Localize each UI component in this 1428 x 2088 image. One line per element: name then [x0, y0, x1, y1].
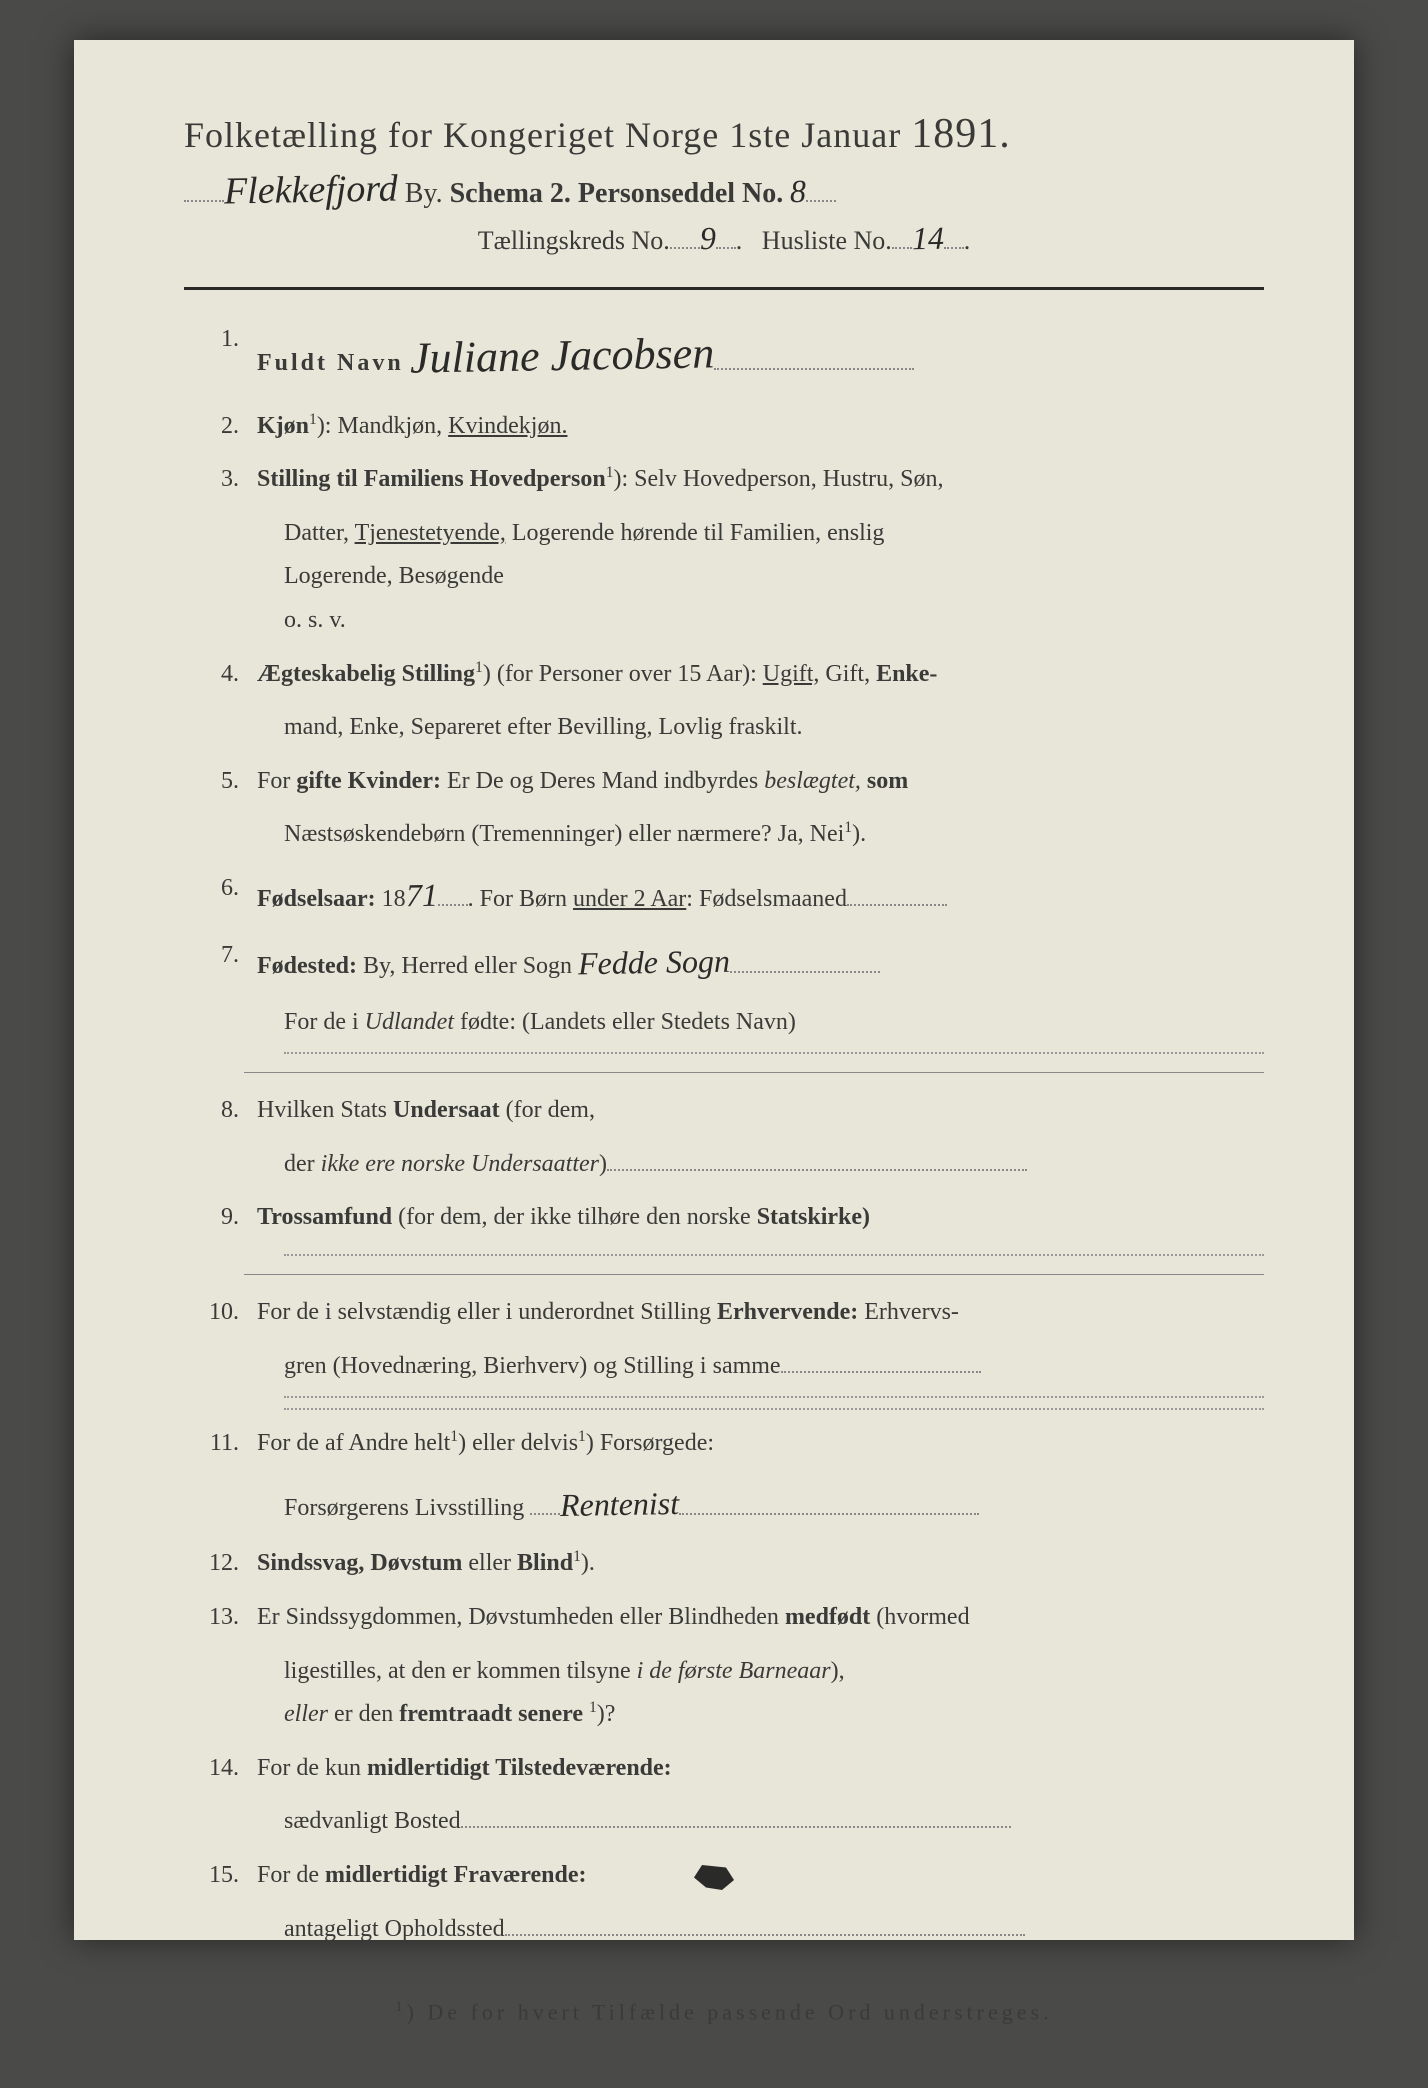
- q4-num: 4.: [184, 655, 257, 695]
- q13-line2: ligestilles, at den er kommen tilsyne i …: [184, 1652, 1264, 1692]
- q11: 11. For de af Andre helt1) eller delvis1…: [184, 1424, 1264, 1464]
- q7-line2: For de i Udlandet fødte: (Landets eller …: [184, 1003, 1264, 1043]
- q3-num: 3.: [184, 460, 257, 500]
- schema-label: Schema 2.: [450, 178, 571, 209]
- q14: 14. For de kun midlertidigt Tilstedevære…: [184, 1749, 1264, 1789]
- husliste-no: 14: [911, 220, 944, 258]
- q2-selected: Kvindekjøn.: [448, 413, 567, 439]
- q6-year: 71: [405, 869, 438, 922]
- q9-label: Trossamfund: [257, 1204, 392, 1230]
- q12-label: Sindssvag, Døvstum: [257, 1550, 462, 1576]
- q3-line3: Logerende, Besøgende: [184, 557, 1264, 597]
- q14-line2: sædvanligt Bosted: [184, 1802, 1264, 1842]
- q4-boldend: Enke-: [876, 661, 937, 687]
- q14-label: midlertidigt Tilstedeværende:: [367, 1755, 672, 1781]
- title-text: Folketælling for Kongeriget Norge 1ste J…: [184, 115, 901, 155]
- personseddel-label: Personseddel No.: [578, 178, 783, 209]
- header-line1: Flekkefjord By. Schema 2. Personseddel N…: [184, 168, 1264, 212]
- q7-num: 7.: [184, 936, 257, 989]
- q10-num: 10.: [184, 1293, 257, 1333]
- q13-label: medfødt: [785, 1604, 870, 1630]
- personseddel-no: 8: [790, 173, 807, 210]
- q15-label: midlertidigt Fraværende:: [325, 1862, 587, 1888]
- q15-num: 15.: [184, 1856, 257, 1896]
- q9: 9. Trossamfund (for dem, der ikke tilhør…: [184, 1198, 1264, 1238]
- kreds-no: 9: [699, 220, 716, 257]
- q4-label: Ægteskabelig Stilling: [257, 661, 475, 687]
- q10-blank2: [284, 1406, 1264, 1410]
- by-label: By.: [405, 178, 443, 209]
- footnote: 1) De for hvert Tilfælde passende Ord un…: [184, 1999, 1264, 2025]
- q1: 1. Fuldt Navn Juliane Jacobsen: [184, 320, 1264, 393]
- q14-num: 14.: [184, 1749, 257, 1789]
- section-gap-2: [244, 1274, 1264, 1275]
- q5-line2: Næstsøskendebørn (Tremenninger) eller næ…: [184, 815, 1264, 855]
- section-gap-1: [244, 1072, 1264, 1073]
- q5-label: gifte Kvinder:: [296, 768, 441, 794]
- q2-options: ): Mandkjøn,: [317, 413, 448, 439]
- q8-label: Undersaat: [393, 1097, 500, 1123]
- q5: 5. For gifte Kvinder: Er De og Deres Man…: [184, 762, 1264, 802]
- header-line2: Tællingskreds No.9. Husliste No.14.: [184, 220, 1264, 257]
- census-form-page: Folketælling for Kongeriget Norge 1ste J…: [74, 40, 1354, 1940]
- q3-label: Stilling til Familiens Hovedperson: [257, 466, 606, 492]
- q8: 8. Hvilken Stats Undersaat (for dem,: [184, 1091, 1264, 1131]
- q7: 7. Fødested: By, Herred eller Sogn Fedde…: [184, 936, 1264, 989]
- q3-sup: 1: [606, 464, 614, 481]
- q11-value: Rentenist: [560, 1477, 680, 1532]
- q9-blank: [284, 1252, 1264, 1256]
- q11-label: ) Forsørgede:: [586, 1430, 714, 1456]
- q3-selected: Tjenestetyende,: [355, 520, 506, 546]
- q1-value: Juliane Jacobsen: [409, 317, 714, 395]
- q4-selected: Ugift,: [763, 661, 820, 687]
- q1-label: Fuldt Navn: [257, 350, 404, 376]
- city-handwritten: Flekkefjord: [224, 166, 398, 213]
- q3-line1: ): Selv Hovedperson, Hustru, Søn,: [614, 466, 944, 492]
- q12: 12. Sindssvag, Døvstum eller Blind1).: [184, 1544, 1264, 1584]
- q8-line2: der ikke ere norske Undersaatter): [184, 1145, 1264, 1185]
- q6-num: 6.: [184, 869, 257, 922]
- q7-blank: [284, 1050, 1264, 1054]
- q3-line4: o. s. v.: [184, 601, 1264, 641]
- q3-line2: Datter, Tjenestetyende, Logerende hørend…: [184, 514, 1264, 554]
- q6-label: Fødselsaar:: [257, 886, 376, 912]
- divider-top: [184, 287, 1264, 290]
- husliste-label: Husliste No.: [762, 226, 892, 255]
- q9-num: 9.: [184, 1198, 257, 1238]
- q13-num: 13.: [184, 1598, 257, 1638]
- q4: 4. Ægteskabelig Stilling1) (for Personer…: [184, 655, 1264, 695]
- q11-line2: Forsørgerens Livsstilling Rentenist: [184, 1478, 1264, 1531]
- q3: 3. Stilling til Familiens Hovedperson1):…: [184, 460, 1264, 500]
- q15-line2: antageligt Opholdssted: [184, 1910, 1264, 1950]
- kreds-label: Tællingskreds No.: [478, 226, 670, 255]
- q2-label: Kjøn: [257, 413, 309, 439]
- q12-num: 12.: [184, 1544, 257, 1584]
- title-year: 1891.: [911, 111, 1011, 157]
- q2: 2. Kjøn1): Mandkjøn, Kvindekjøn.: [184, 407, 1264, 447]
- q5-num: 5.: [184, 762, 257, 802]
- q7-label: Fødested:: [257, 953, 357, 979]
- q10: 10. For de i selvstændig eller i underor…: [184, 1293, 1264, 1333]
- q10-blank1: [284, 1394, 1264, 1398]
- q13-line3: eller er den fremtraadt senere 1)?: [184, 1695, 1264, 1735]
- q13: 13. Er Sindssygdommen, Døvstumheden elle…: [184, 1598, 1264, 1638]
- q11-num: 11.: [184, 1424, 257, 1464]
- q4-rest: Gift,: [819, 661, 876, 687]
- q10-label: Erhvervende:: [717, 1299, 858, 1325]
- q8-num: 8.: [184, 1091, 257, 1131]
- q4-sup: 1: [475, 659, 483, 676]
- header-title: Folketælling for Kongeriget Norge 1ste J…: [184, 110, 1264, 158]
- q4-line2: mand, Enke, Separeret efter Bevilling, L…: [184, 708, 1264, 748]
- q6: 6. Fødselsaar: 1871. For Børn under 2 Aa…: [184, 869, 1264, 922]
- q7-value: Fedde Sogn: [578, 934, 731, 989]
- q2-num: 2.: [184, 407, 257, 447]
- q10-line2: gren (Hovednæring, Bierhverv) og Stillin…: [184, 1347, 1264, 1387]
- q2-sup: 1: [309, 411, 317, 428]
- q4-mid: ) (for Personer over 15 Aar):: [483, 661, 763, 687]
- q1-num: 1.: [184, 320, 257, 393]
